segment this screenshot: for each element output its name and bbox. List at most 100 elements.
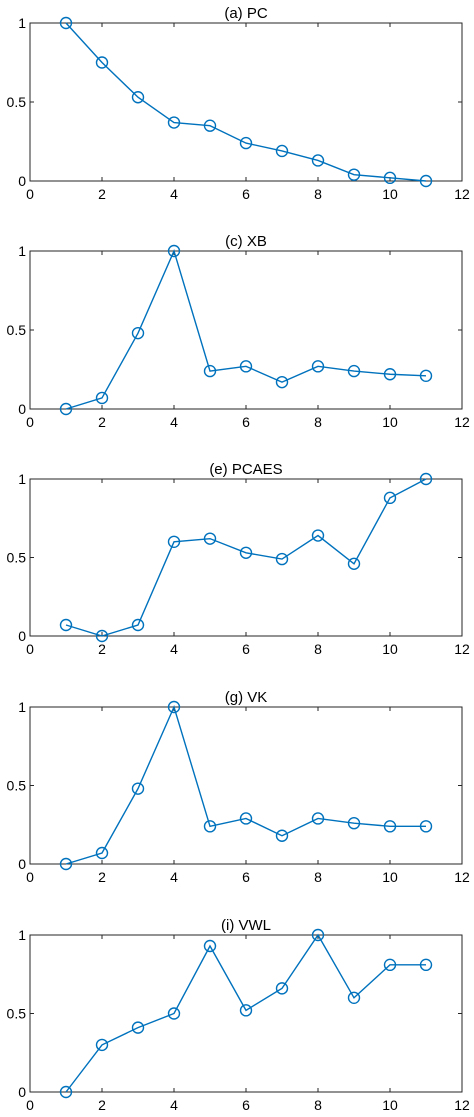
x-tick-label: 6 — [242, 414, 250, 430]
plot-frame — [29, 706, 463, 865]
y-tick-label: 0 — [18, 1084, 26, 1100]
x-tick-label: 6 — [242, 1097, 250, 1113]
data-point — [59, 16, 73, 30]
y-tick-label: 0 — [18, 401, 26, 417]
y-tick-label: 0.5 — [7, 550, 27, 566]
data-point — [95, 56, 109, 69]
data-point — [347, 816, 361, 830]
plot-frame — [29, 478, 463, 637]
x-tick-label: 6 — [242, 186, 250, 202]
data-point — [311, 529, 325, 542]
x-tick-label: 2 — [98, 641, 106, 657]
data-point — [311, 154, 325, 167]
series-line — [65, 478, 427, 637]
y-tick-label: 0.5 — [7, 94, 27, 110]
y-tick-label: 1 — [18, 699, 26, 715]
x-tick-label: 0 — [26, 869, 34, 885]
y-tick-label: 0 — [18, 173, 26, 189]
data-point — [275, 144, 289, 158]
subplot-3: (e) PCAES 0 2 4 6 8 10 12 0 0.5 1 — [7, 461, 470, 657]
data-point — [59, 402, 73, 416]
data-point — [95, 629, 109, 643]
data-point — [95, 846, 109, 860]
x-tick-label: 8 — [314, 414, 322, 430]
y-tick-label: 0.5 — [7, 778, 27, 794]
y-tick-label: 1 — [18, 243, 26, 259]
x-tick-label: 8 — [314, 186, 322, 202]
x-tick-label: 8 — [314, 641, 322, 657]
data-point — [131, 1021, 145, 1034]
data-point — [239, 136, 253, 150]
data-point — [275, 829, 289, 842]
data-point — [311, 928, 325, 942]
data-point — [131, 782, 145, 795]
series-line — [65, 22, 427, 182]
x-tick-label: 10 — [382, 414, 398, 430]
subplot-4: (g) VK 0 2 4 6 8 10 12 0 0.5 1 — [7, 689, 470, 885]
data-point — [203, 820, 217, 833]
data-point — [131, 618, 145, 632]
data-point — [275, 375, 289, 389]
data-point — [419, 472, 433, 486]
subplot-1: (a) PC 0 2 4 6 8 10 12 0 0.5 1 — [7, 5, 470, 202]
chart-title: (e) PCAES — [209, 461, 282, 478]
x-tick-label: 0 — [26, 1097, 34, 1113]
chart-title: (a) PC — [224, 5, 268, 22]
x-tick-label: 4 — [170, 414, 178, 430]
x-tick-label: 12 — [454, 869, 470, 885]
subplot-5: (i) VWL 0 2 4 6 8 10 12 0 0.5 1 — [7, 917, 470, 1113]
y-tick-label: 0 — [18, 628, 26, 644]
data-point — [203, 532, 217, 545]
series-line — [65, 933, 426, 1093]
data-point — [383, 171, 397, 185]
data-point — [383, 491, 397, 505]
x-tick-label: 0 — [26, 641, 34, 657]
x-tick-label: 10 — [382, 641, 398, 657]
x-tick-label: 2 — [98, 1097, 106, 1113]
data-point — [203, 119, 217, 132]
data-point — [311, 812, 325, 825]
data-point — [347, 557, 361, 570]
data-point — [167, 535, 181, 548]
data-point — [239, 812, 253, 825]
data-point — [59, 618, 73, 632]
plot-frame — [29, 250, 463, 410]
data-point — [347, 168, 361, 181]
data-point — [419, 958, 433, 972]
data-point — [167, 700, 181, 714]
y-tick-label: 0 — [18, 856, 26, 872]
y-tick-label: 0.5 — [7, 322, 27, 338]
x-tick-label: 12 — [454, 641, 470, 657]
x-tick-label: 10 — [382, 1097, 398, 1113]
data-point — [383, 368, 397, 381]
data-point — [239, 546, 253, 559]
plot-frame — [29, 22, 463, 182]
y-tick-label: 1 — [18, 927, 26, 943]
data-point — [59, 1085, 73, 1099]
x-tick-label: 10 — [382, 186, 398, 202]
data-point — [275, 552, 289, 566]
x-tick-label: 0 — [26, 186, 34, 202]
x-tick-label: 2 — [98, 869, 106, 885]
data-point — [419, 820, 433, 833]
chart-title: (i) VWL — [221, 917, 271, 934]
y-tick-label: 1 — [18, 15, 26, 31]
data-point — [203, 364, 217, 378]
x-tick-label: 2 — [98, 186, 106, 202]
x-tick-label: 8 — [314, 869, 322, 885]
data-point — [275, 982, 289, 995]
x-tick-label: 6 — [242, 641, 250, 657]
data-point — [95, 391, 109, 405]
data-point — [419, 369, 433, 383]
x-tick-label: 2 — [98, 414, 106, 430]
chart-title: (c) XB — [225, 233, 267, 250]
data-point — [131, 91, 145, 104]
plot-frame — [29, 934, 463, 1093]
x-tick-label: 8 — [314, 1097, 322, 1113]
x-tick-label: 0 — [26, 414, 34, 430]
data-point — [383, 820, 397, 833]
y-tick-label: 0.5 — [7, 1006, 27, 1022]
x-tick-label: 12 — [454, 186, 470, 202]
data-point — [383, 958, 397, 972]
